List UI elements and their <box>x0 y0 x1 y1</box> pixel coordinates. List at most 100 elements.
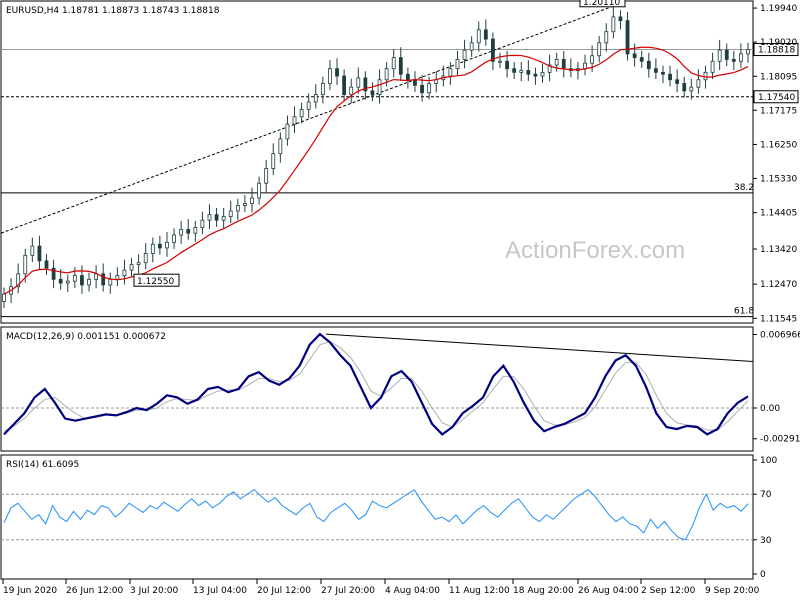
moving-average-line <box>3 46 749 295</box>
price-candle-body <box>228 210 233 217</box>
price-candle-body <box>271 153 276 169</box>
price-candle-body <box>526 70 531 75</box>
price-candle-body <box>625 20 630 55</box>
x-tick-label: 18 Aug 20:00 <box>513 586 574 596</box>
x-tick-label: 11 Aug 12:00 <box>449 586 510 596</box>
price-candle-body <box>483 29 488 40</box>
rsi-line <box>3 488 749 541</box>
price-candle-body <box>427 83 432 94</box>
low-annotation-label: 1.12550 <box>137 277 174 287</box>
price-y-tick-label: 1.13420 <box>760 245 797 255</box>
price-candle-body <box>143 253 148 264</box>
macd-trend-line <box>325 333 754 363</box>
price-candle-body <box>23 254 28 275</box>
fib-382-label: 38.2 <box>734 183 754 193</box>
price-candle-body <box>646 60 651 70</box>
price-candle-body <box>710 60 715 73</box>
high-annotation-box <box>579 0 626 8</box>
price-candle-body <box>44 260 49 269</box>
rsi-panel-frame <box>0 454 754 580</box>
price-candle-body <box>689 86 694 92</box>
x-tick-label: 3 Jul 20:00 <box>130 586 179 596</box>
price-candle-body <box>611 16 616 33</box>
axis-layer: 1.19940 1.19020 1.18095 1.17175 1.16250 1.153… <box>2 4 800 596</box>
price-candle-body <box>150 243 155 254</box>
price-y-tick-label: 1.19940 <box>760 4 797 14</box>
macd-y-tick-label: 0.006966 <box>760 330 800 340</box>
price-candle-body <box>491 38 495 62</box>
x-tick-label: 4 Aug 04:00 <box>385 586 440 596</box>
price-candle-body <box>235 205 240 212</box>
price-candle-body <box>108 278 113 286</box>
rsi-y-tick-label: 70 <box>760 490 772 500</box>
price-candle-body <box>661 71 665 75</box>
price-candle-body <box>278 138 283 155</box>
price-y-tick-label: 1.14405 <box>760 209 797 219</box>
price-candle-body <box>257 182 261 199</box>
last-price-label: 1.18818 <box>758 46 795 56</box>
price-candle-body <box>746 49 750 55</box>
price-candle-body <box>398 57 403 75</box>
price-candle-body <box>306 101 311 110</box>
rsi-series-layer <box>1 488 753 541</box>
price-candle-body <box>136 262 141 265</box>
macd-chart-title: MACD(12,26,9) 0.001151 0.000672 <box>6 332 166 342</box>
price-candle-body <box>512 68 517 73</box>
price-candle-body <box>724 49 729 60</box>
price-candle-body <box>320 83 325 95</box>
price-candle-body <box>632 53 637 58</box>
price-candle-body <box>122 269 127 277</box>
x-tick-label: 20 Jul 12:00 <box>257 586 311 596</box>
price-candle-body <box>639 57 644 62</box>
price-candle-body <box>349 86 354 95</box>
price-candle-body <box>58 278 63 284</box>
rsi-y-tick-label: 0 <box>760 570 766 580</box>
price-candle-body <box>80 275 84 286</box>
price-candle-body <box>243 203 247 206</box>
fib-618-label: 61.8 <box>734 307 754 317</box>
price-candle-body <box>264 168 269 184</box>
x-tick-label: 27 Jul 20:00 <box>321 586 375 596</box>
rsi-y-tick-label: 30 <box>760 536 772 546</box>
price-candle-body <box>405 73 410 81</box>
price-candle-body <box>675 79 680 84</box>
x-tick-label: 19 Jun 2020 <box>3 586 57 596</box>
price-candle-body <box>420 84 424 94</box>
price-candle-body <box>193 227 198 234</box>
price-y-tick-label: 1.11545 <box>760 314 797 324</box>
price-candle-body <box>30 245 35 256</box>
price-candle-body <box>101 273 106 286</box>
price-candle-body <box>335 68 339 77</box>
price-candle-body <box>292 116 297 125</box>
support-price-label: 1.17540 <box>758 93 795 103</box>
price-y-tick-label: 1.15330 <box>760 174 797 184</box>
price-candle-body <box>370 90 375 95</box>
price-candle-body <box>157 243 162 249</box>
price-candle-body <box>16 273 21 288</box>
price-candle-body <box>356 77 361 88</box>
price-candle-body <box>328 68 332 84</box>
price-candle-body <box>469 42 474 51</box>
price-candle-body <box>731 59 736 62</box>
last-price-box <box>753 43 799 57</box>
price-candle-body <box>377 79 382 95</box>
macd-y-tick-label: 0.00 <box>760 404 780 414</box>
price-candle-body <box>547 64 552 73</box>
price-candle-body <box>682 83 687 92</box>
trend-line-dashed <box>0 1 626 234</box>
price-candle-body <box>285 123 290 140</box>
price-candle-body <box>739 53 743 62</box>
price-candle-body <box>391 57 396 70</box>
price-candle-body <box>540 71 545 77</box>
price-candle-body <box>519 70 524 73</box>
price-candle-body <box>94 273 99 280</box>
x-tick-label: 26 Jun 12:00 <box>66 586 123 596</box>
x-tick-label: 13 Jul 04:00 <box>193 586 247 596</box>
price-series-layer: 1.18818 1.17540 1.20110 1.12550 38.2 61.8 <box>0 0 799 318</box>
watermark: ActionForex.com <box>505 237 685 264</box>
x-tick-label: 2 Sep 12:00 <box>641 586 696 596</box>
price-candle-body <box>65 280 70 284</box>
price-candle-body <box>342 75 347 95</box>
price-candle-body <box>172 234 176 243</box>
